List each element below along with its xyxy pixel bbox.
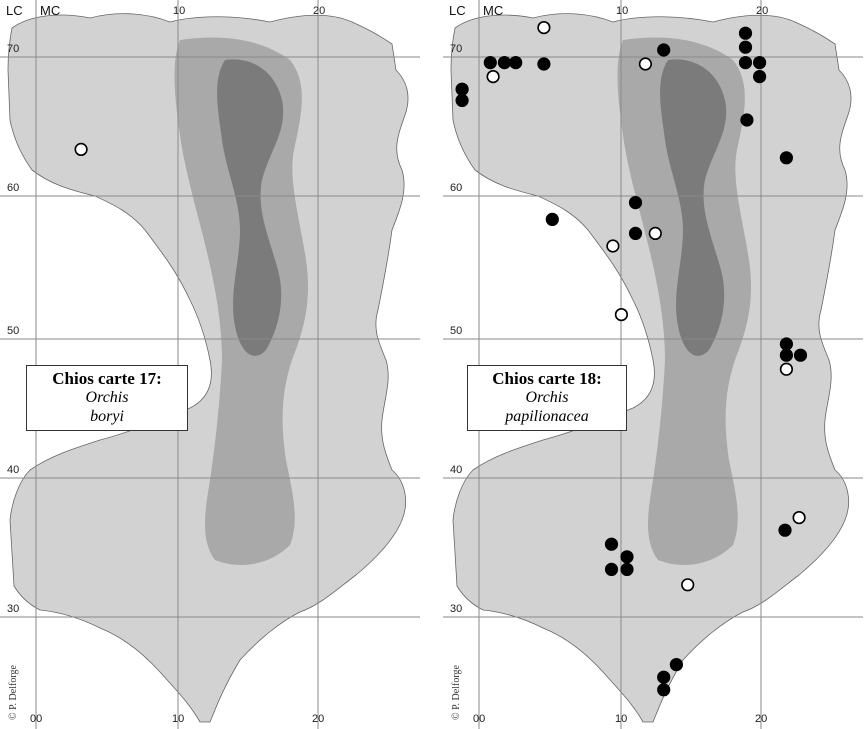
records-layer: [455, 20, 808, 697]
record-filled-dot: [620, 562, 634, 577]
record-filled-dot: [628, 226, 643, 240]
record-filled-dot: [738, 26, 753, 40]
zone-label-left: LC: [6, 3, 23, 18]
x-label-bottom: 00: [30, 713, 42, 725]
record-open-dot: [681, 578, 695, 592]
legend-taxon: papilionacea: [505, 408, 589, 425]
x-label-top: 20: [313, 5, 325, 17]
x-label-top: 20: [756, 5, 768, 17]
chios-map-17: LC MC 10 20 70 60 50 40 30 00 10 20 © P.…: [0, 0, 420, 729]
record-filled-dot: [778, 523, 792, 537]
x-label-bottom: 20: [755, 713, 767, 725]
x-label-top: 10: [173, 5, 185, 17]
record-open-dot: [74, 142, 88, 156]
record-filled-dot: [779, 337, 794, 351]
record-filled-dot: [669, 657, 683, 672]
y-label: 50: [450, 325, 462, 337]
record-open-dot: [792, 510, 806, 525]
legend-taxon: boryi: [90, 408, 124, 425]
legend-title: Chios carte 17:: [52, 369, 162, 388]
zone-label-left: LC: [449, 3, 466, 18]
record-open-dot: [648, 226, 662, 240]
record-filled-dot: [455, 93, 469, 107]
x-label-bottom: 20: [312, 713, 324, 725]
record-filled-dot: [620, 550, 634, 564]
y-label: 70: [7, 43, 19, 55]
record-filled-dot: [604, 562, 619, 577]
record-filled-dot: [793, 348, 808, 362]
record-filled-dot: [779, 348, 794, 362]
copyright-text: © P. Delforge: [8, 665, 19, 720]
records-layer: [74, 142, 88, 156]
record-filled-dot: [779, 151, 794, 165]
y-label: 40: [450, 464, 462, 476]
legend-taxon: Orchis: [525, 389, 569, 406]
zone-label-right: MC: [40, 3, 60, 18]
map-panel-right: LC MC 10 20 70 60 50 40 30 00 10 20 © P.…: [443, 0, 863, 729]
record-filled-dot: [537, 57, 551, 71]
utm-grid: [443, 0, 863, 729]
record-filled-dot: [753, 55, 767, 70]
y-label: 70: [450, 43, 462, 55]
x-label-bottom: 10: [615, 713, 627, 725]
chios-map-18: LC MC 10 20 70 60 50 40 30 00 10 20 © P.…: [443, 0, 863, 729]
record-filled-dot: [497, 55, 512, 70]
map-legend: Chios carte 18: Orchis papilionacea: [467, 365, 627, 431]
record-filled-dot: [455, 82, 469, 96]
zone-label-right: MC: [483, 3, 503, 18]
x-label-top: 10: [616, 5, 628, 17]
x-label-bottom: 00: [473, 713, 485, 725]
record-filled-dot: [545, 212, 559, 226]
x-label-bottom: 10: [172, 713, 184, 725]
map-panel-left: LC MC 10 20 70 60 50 40 30 00 10 20 © P.…: [0, 0, 420, 729]
island-landmass: [450, 13, 852, 723]
record-filled-dot: [483, 55, 497, 70]
record-filled-dot: [657, 670, 671, 684]
y-label: 60: [450, 182, 462, 194]
record-filled-dot: [740, 113, 754, 127]
y-label: 30: [450, 603, 462, 615]
record-open-dot: [486, 69, 500, 84]
record-filled-dot: [753, 69, 767, 84]
legend-taxon: Orchis: [85, 389, 129, 406]
legend-title: Chios carte 18:: [492, 369, 602, 388]
record-open-dot: [638, 57, 652, 71]
record-filled-dot: [604, 537, 619, 551]
record-filled-dot: [657, 683, 671, 697]
y-label: 30: [7, 603, 19, 615]
y-label: 50: [7, 325, 19, 337]
record-open-dot: [779, 362, 794, 376]
copyright-text: © P. Delforge: [451, 665, 462, 720]
record-open-dot: [614, 308, 628, 322]
y-label: 40: [7, 464, 19, 476]
y-label: 60: [7, 182, 19, 194]
record-filled-dot: [509, 55, 523, 70]
record-filled-dot: [657, 43, 671, 57]
record-filled-dot: [628, 196, 643, 210]
utm-grid: [0, 0, 420, 729]
record-open-dot: [606, 239, 620, 253]
map-legend: Chios carte 17: Orchis boryi: [26, 365, 188, 431]
record-filled-dot: [738, 40, 753, 54]
island-landmass: [7, 13, 409, 723]
record-filled-dot: [738, 55, 753, 70]
record-open-dot: [537, 20, 551, 35]
